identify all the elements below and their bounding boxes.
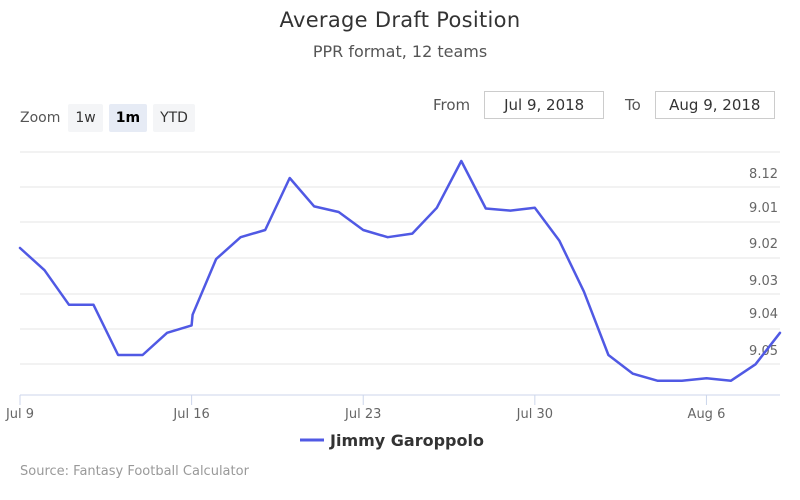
chart-title: Average Draft Position: [279, 8, 521, 32]
series-line-jimmy-garoppolo: [18, 159, 782, 382]
x-tick-label: Aug 6: [688, 407, 726, 422]
range-from-input[interactable]: Jul 9, 2018: [484, 91, 605, 119]
zoom-1w-button[interactable]: 1w: [68, 104, 103, 132]
legend-label[interactable]: Jimmy Garoppolo: [329, 431, 484, 450]
x-tick-label: Jul 9: [5, 407, 34, 422]
range-to: To Aug 9, 2018: [625, 90, 775, 120]
y-tick-label: 9.04: [749, 307, 778, 322]
y-tick-label: 9.05: [749, 344, 778, 359]
range-from: From Jul 9, 2018: [433, 90, 605, 120]
range-to-label: To: [625, 96, 641, 114]
y-tick-label: 9.02: [749, 237, 778, 252]
chart-subtitle: PPR format, 12 teams: [312, 42, 488, 61]
range-to-input[interactable]: Aug 9, 2018: [654, 91, 775, 119]
zoom-1m-button[interactable]: 1m: [108, 104, 148, 132]
zoom-controls: Zoom 1w 1m YTD: [20, 104, 201, 132]
x-tick-label: Jul 16: [172, 407, 209, 422]
zoom-label: Zoom: [20, 110, 61, 126]
chart-credits[interactable]: Source: Fantasy Football Calculator: [20, 464, 249, 479]
x-tick-label: Jul 23: [344, 407, 381, 422]
x-tick-label: Jul 30: [516, 407, 553, 422]
range-from-label: From: [433, 96, 471, 114]
y-tick-label: 8.12: [749, 167, 778, 182]
zoom-ytd-button[interactable]: YTD: [153, 104, 195, 132]
y-tick-label: 9.03: [749, 274, 778, 289]
y-tick-label: 9.01: [749, 201, 778, 216]
